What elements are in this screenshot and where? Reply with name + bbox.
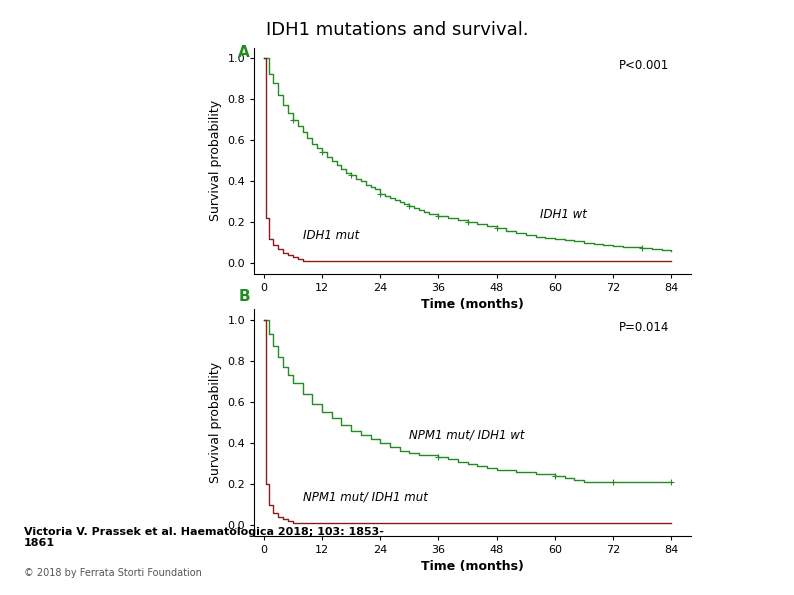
X-axis label: Time (months): Time (months) [421, 560, 524, 573]
Text: © 2018 by Ferrata Storti Foundation: © 2018 by Ferrata Storti Foundation [24, 568, 202, 578]
Y-axis label: Survival probability: Survival probability [209, 362, 222, 483]
Text: P=0.014: P=0.014 [619, 321, 669, 334]
Text: P<0.001: P<0.001 [619, 59, 669, 72]
Text: NPM1 mut/ IDH1 mut: NPM1 mut/ IDH1 mut [303, 490, 427, 503]
Y-axis label: Survival probability: Survival probability [209, 100, 222, 221]
Text: B: B [238, 289, 250, 303]
Text: IDH1 wt: IDH1 wt [541, 208, 588, 221]
Text: IDH1 mutations and survival.: IDH1 mutations and survival. [266, 21, 528, 39]
Text: IDH1 mut: IDH1 mut [303, 228, 359, 242]
Text: A: A [238, 45, 250, 60]
Text: Victoria V. Prassek et al. Haematologica 2018; 103: 1853-
1861: Victoria V. Prassek et al. Haematologica… [24, 527, 384, 548]
Text: NPM1 mut/ IDH1 wt: NPM1 mut/ IDH1 wt [410, 429, 525, 442]
X-axis label: Time (months): Time (months) [421, 298, 524, 311]
